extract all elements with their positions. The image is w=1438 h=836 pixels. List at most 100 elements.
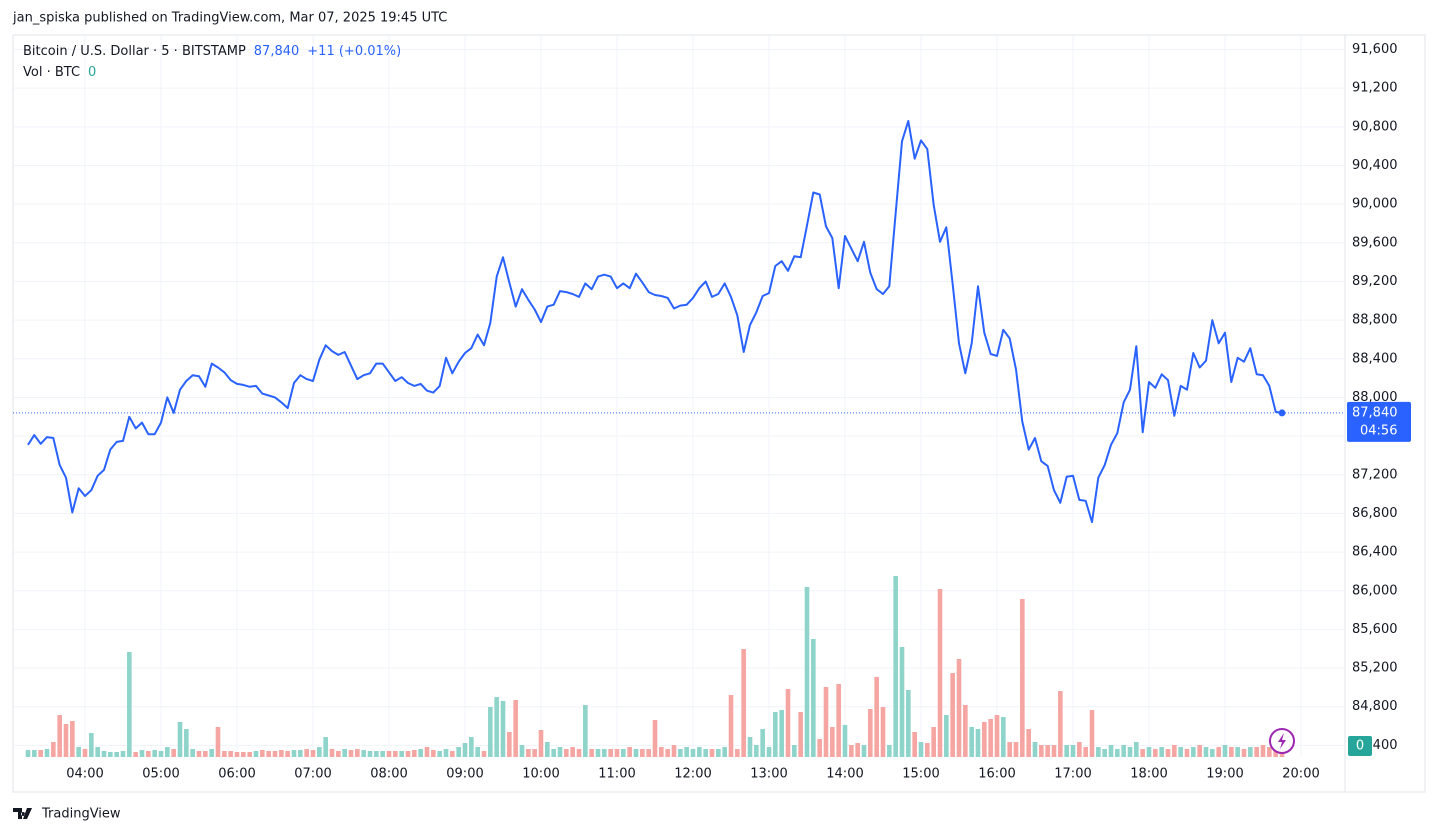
volume-bar	[836, 684, 841, 757]
x-tick-label: 10:00	[522, 767, 559, 782]
volume-bar	[82, 749, 88, 757]
volume-bar	[1197, 745, 1202, 757]
volume-bar	[1089, 710, 1095, 757]
volume-bar	[1032, 742, 1038, 757]
brand: TradingView	[41, 807, 121, 822]
volume-bar	[564, 749, 569, 757]
volume-bar	[975, 729, 981, 757]
x-tick-label: 17:00	[1054, 767, 1091, 782]
volume-bar	[513, 700, 518, 757]
volume-bar	[792, 745, 797, 757]
volume-bar	[1134, 742, 1139, 757]
price-tag	[1347, 401, 1411, 442]
volume-bar	[158, 751, 164, 757]
volume-bar	[1210, 749, 1215, 757]
volume-bar	[120, 751, 126, 757]
volume-bar	[830, 727, 835, 757]
volume-bar	[399, 751, 404, 757]
volume-bar	[355, 749, 360, 757]
volume-bar	[1077, 742, 1082, 757]
volume-bar	[1140, 749, 1145, 757]
volume-bar	[880, 707, 886, 757]
volume-bar	[1184, 749, 1190, 757]
volume-bar	[798, 712, 803, 757]
volume-bar	[1102, 749, 1107, 757]
volume-bar	[963, 705, 968, 757]
volume-bar	[450, 751, 455, 757]
volume-bar	[171, 749, 176, 757]
volume-bar	[25, 750, 31, 757]
last-point	[1278, 409, 1286, 417]
x-tick-label: 15:00	[902, 767, 939, 782]
volume-bar	[640, 749, 645, 757]
volume-bar	[722, 747, 727, 757]
volume-bar	[811, 639, 816, 757]
volume-bar	[114, 752, 119, 757]
y-tick-label: 90,400	[1352, 158, 1398, 173]
volume-bar	[412, 750, 417, 757]
volume-bar	[500, 701, 506, 757]
volume-bar	[1070, 745, 1076, 757]
volume-bar	[1267, 747, 1272, 757]
volume-bar	[393, 751, 398, 757]
volume-bar	[70, 721, 75, 757]
volume-bar	[222, 751, 227, 757]
volume-bar	[1241, 749, 1247, 757]
price	[13, 120, 1345, 524]
y-tick-label: 87,200	[1352, 467, 1398, 482]
volume-bar	[937, 589, 943, 757]
volume-bar	[874, 677, 879, 757]
icon-bolt	[1278, 733, 1286, 749]
volume-bar	[152, 750, 157, 757]
y-tick-label: 84,800	[1352, 699, 1398, 714]
volume-bar	[754, 745, 759, 757]
volume-bar	[766, 747, 772, 757]
x-tick-label: 05:00	[142, 767, 179, 782]
volume-bar	[374, 751, 379, 757]
volume-bar	[310, 750, 316, 757]
axes: 84,40084,80085,20085,60086,00086,40086,8…	[66, 42, 1411, 782]
volume-bar	[614, 749, 620, 757]
volume-bar	[95, 747, 100, 757]
price-tag-value: 87,840	[1352, 405, 1398, 420]
volume-bar	[57, 715, 62, 757]
volume-bar	[678, 749, 683, 757]
volume-bar	[849, 745, 854, 757]
volume-bar	[253, 751, 259, 757]
volume-bar	[215, 727, 221, 757]
volume-bar	[317, 747, 322, 757]
volume-bar	[956, 659, 962, 757]
volume-bar	[177, 722, 183, 757]
volume-bar	[709, 749, 715, 757]
volume-bar	[842, 725, 848, 757]
volume-bar	[184, 729, 189, 757]
volume-bar	[1260, 745, 1266, 757]
volume-bar	[1153, 749, 1158, 757]
volume-bar	[1115, 749, 1120, 757]
volume-bar	[108, 752, 113, 757]
volume-bar	[266, 751, 271, 757]
volume-bar	[431, 750, 436, 757]
volume	[25, 576, 1285, 757]
volume-bar	[89, 733, 94, 757]
x-tick-label: 12:00	[674, 767, 711, 782]
volume-bar	[868, 709, 873, 757]
x-tick-label: 09:00	[446, 767, 483, 782]
volume-bar	[785, 689, 791, 757]
volume-bar	[1064, 745, 1069, 757]
volume-bar	[887, 745, 892, 757]
volume-bar	[1203, 747, 1209, 757]
x-tick-label: 18:00	[1130, 767, 1167, 782]
volume-bar	[361, 750, 366, 757]
volume-bar	[633, 749, 639, 757]
chart-frame	[12, 34, 1426, 793]
volume-bar	[747, 737, 753, 757]
volume-bar	[298, 750, 303, 757]
volume-bar	[329, 749, 335, 757]
volume-bar	[418, 749, 423, 757]
volume-bar	[576, 749, 582, 757]
volume-tag-value: 0	[1356, 739, 1364, 754]
y-tick-label: 88,800	[1352, 313, 1398, 328]
volume-bar	[817, 739, 822, 757]
volume-bar	[583, 705, 588, 757]
